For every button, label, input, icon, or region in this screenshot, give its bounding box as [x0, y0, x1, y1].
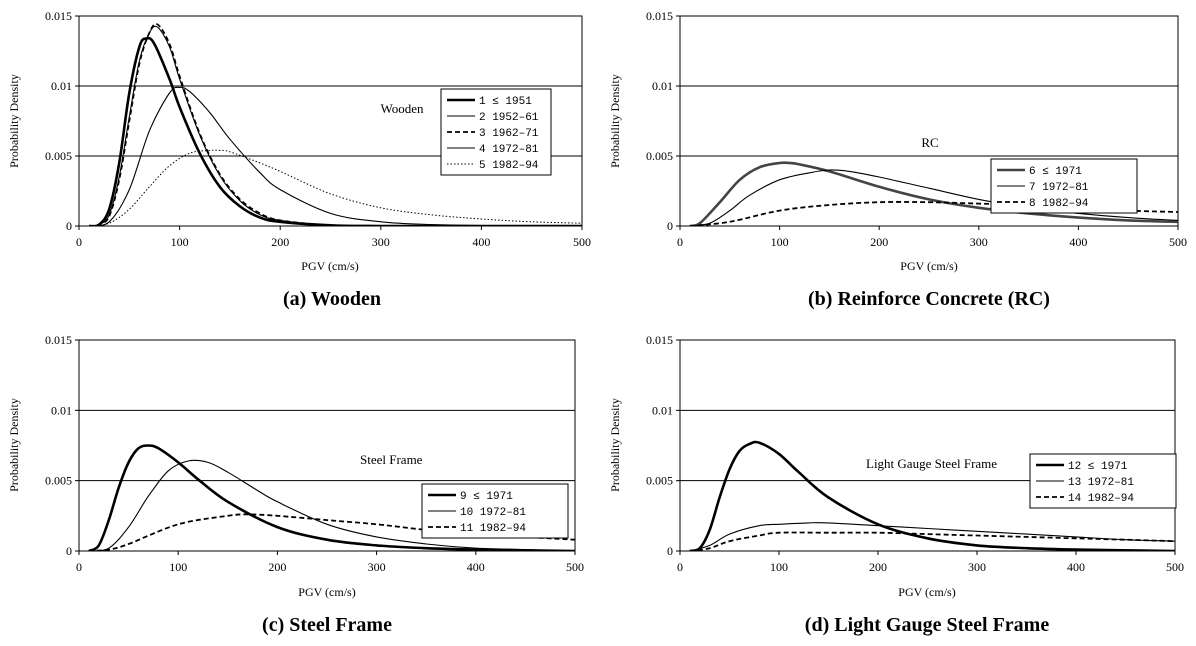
x-tick-label: 500 [566, 560, 584, 574]
y-tick-label: 0 [667, 544, 673, 558]
x-tick-label: 300 [368, 560, 386, 574]
legend-label: 8 1982–94 [1029, 198, 1089, 210]
x-tick-label: 500 [1169, 235, 1187, 249]
x-tick-label: 300 [968, 560, 986, 574]
x-tick-label: 400 [472, 235, 490, 249]
x-axis-title: PGV (cm/s) [898, 585, 955, 599]
legend: 1 ≤ 1951 2 1952–61 3 1962–71 4 1972–81 5 198… [440, 88, 552, 176]
y-tick-label: 0.01 [51, 403, 72, 417]
legend-label: 13 1972–81 [1068, 477, 1134, 489]
legend-label: 2 1952–61 [479, 112, 539, 124]
legend: 6 ≤ 1971 7 1972–81 8 1982–94 [990, 158, 1138, 214]
x-tick-label: 100 [770, 560, 788, 574]
legend-label: 9 ≤ 1971 [460, 491, 513, 503]
chart-panel-3: 0 0.005 0.01 0.015 0 100 200 300 400 500 PGV (cm/s… [7, 333, 584, 636]
y-tick-label: 0.01 [51, 79, 72, 93]
y-tick-label: 0.01 [652, 79, 673, 93]
chart-annotation: RC [921, 135, 938, 150]
x-axis-title: PGV (cm/s) [298, 585, 355, 599]
legend: 9 ≤ 1971 10 1972–81 11 1982–94 [421, 483, 569, 539]
y-tick-label: 0.005 [646, 149, 673, 163]
x-tick-label: 100 [171, 235, 189, 249]
series-line-2 [689, 522, 1175, 551]
x-tick-label: 100 [771, 235, 789, 249]
y-tick-label: 0.015 [45, 333, 72, 347]
chart-panel-4: 0 0.005 0.01 0.015 0 100 200 300 400 500 PGV (cm/s… [608, 333, 1184, 636]
x-axis-title: PGV (cm/s) [301, 259, 358, 273]
y-tick-label: 0 [667, 219, 673, 233]
legend-label: 6 ≤ 1971 [1029, 166, 1082, 178]
series-line-2 [88, 459, 575, 551]
x-tick-label: 0 [76, 235, 82, 249]
x-tick-label: 300 [970, 235, 988, 249]
chart-panel-2: 0 0.005 0.01 0.015 0 100 200 300 400 500 PGV (cm/s… [608, 9, 1187, 310]
plot-area [679, 339, 1176, 552]
y-tick-label: 0.015 [646, 9, 673, 23]
panel-title: (d) Light Gauge Steel Frame [805, 614, 1050, 636]
legend-label: 5 1982–94 [479, 160, 539, 172]
legend-label: 3 1962–71 [479, 128, 539, 140]
y-tick-label: 0 [66, 219, 72, 233]
panel-title: (a) Wooden [283, 288, 381, 310]
x-tick-label: 400 [467, 560, 485, 574]
series-group [689, 440, 1175, 551]
series-line-1 [689, 440, 1175, 551]
series-group [88, 23, 582, 226]
x-tick-label: 100 [169, 560, 187, 574]
x-tick-label: 300 [372, 235, 390, 249]
legend-label: 7 1972–81 [1029, 182, 1089, 194]
x-tick-label: 0 [76, 560, 82, 574]
legend-label: 12 ≤ 1971 [1068, 461, 1128, 473]
x-tick-label: 400 [1069, 235, 1087, 249]
chart-annotation: Steel Frame [360, 452, 423, 467]
y-axis-title: Probability Density [608, 398, 622, 492]
y-tick-label: 0.015 [45, 9, 72, 23]
legend-label: 14 1982–94 [1068, 493, 1134, 505]
x-axis-title: PGV (cm/s) [900, 259, 957, 273]
series-line-1 [88, 444, 575, 551]
y-tick-label: 0.005 [45, 474, 72, 488]
y-tick-label: 0.005 [646, 474, 673, 488]
y-axis-title: Probability Density [7, 74, 21, 168]
x-tick-label: 0 [677, 560, 683, 574]
series-line-1 [689, 161, 1178, 226]
panel-title: (c) Steel Frame [262, 614, 392, 636]
y-tick-label: 0.01 [652, 403, 673, 417]
series-line-4 [88, 86, 582, 226]
x-tick-label: 200 [268, 560, 286, 574]
legend-label: 1 ≤ 1951 [479, 96, 532, 108]
x-tick-label: 0 [677, 235, 683, 249]
legend-label: 10 1972–81 [460, 507, 526, 519]
x-tick-label: 200 [870, 235, 888, 249]
y-axis-title: Probability Density [608, 74, 622, 168]
panel-title: (b) Reinforce Concrete (RC) [808, 288, 1050, 310]
x-tick-label: 500 [573, 235, 591, 249]
y-tick-label: 0.005 [45, 149, 72, 163]
y-axis-title: Probability Density [7, 398, 21, 492]
y-tick-label: 0 [66, 544, 72, 558]
series-line-5 [89, 149, 582, 226]
legend-label: 11 1982–94 [460, 523, 526, 535]
series-line-3 [689, 531, 1175, 551]
x-tick-label: 200 [271, 235, 289, 249]
chart-annotation: Light Gauge Steel Frame [866, 456, 997, 471]
x-tick-label: 400 [1067, 560, 1085, 574]
chart-panel-1: 0 0.005 0.01 0.015 0 100 200 300 400 500 PGV (cm/s… [7, 9, 591, 310]
legend: 12 ≤ 1971 13 1972–81 14 1982–94 [1029, 453, 1177, 509]
series-line-3 [88, 23, 582, 226]
chart-annotation: Wooden [381, 101, 424, 116]
x-tick-label: 200 [869, 560, 887, 574]
y-tick-label: 0.015 [646, 333, 673, 347]
legend-label: 4 1972–81 [479, 144, 539, 156]
x-tick-label: 500 [1166, 560, 1184, 574]
